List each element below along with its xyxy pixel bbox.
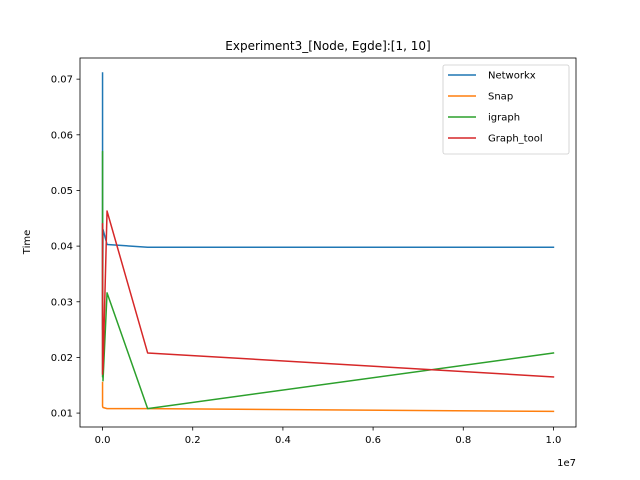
y-tick-label: 0.06 <box>51 130 73 141</box>
x-axis: 0.0 0.2 0.4 0.6 0.8 1.0 <box>95 427 562 446</box>
legend-label: igraph <box>488 113 520 124</box>
y-axis: 0.01 0.02 0.03 0.04 0.05 0.06 0.07 <box>51 75 80 420</box>
y-tick-label: 0.03 <box>51 297 73 308</box>
chart-title: Experiment3_[Node, Egde]:[1, 10] <box>225 39 430 53</box>
y-axis-label: Time <box>22 230 33 255</box>
y-tick-label: 0.04 <box>51 242 73 253</box>
x-offset-label: 1e7 <box>557 458 576 469</box>
y-tick-label: 0.01 <box>51 409 73 420</box>
x-tick-label: 0.0 <box>95 435 111 446</box>
y-tick-label: 0.02 <box>51 353 73 364</box>
legend-label: Snap <box>488 92 513 103</box>
plot-frame <box>79 57 577 428</box>
series-line-graph-tool <box>101 210 555 378</box>
x-tick-label: 0.2 <box>185 435 201 446</box>
legend-label: Networkx <box>488 71 536 82</box>
series-layer <box>101 72 555 413</box>
y-tick-label: 0.07 <box>51 75 73 86</box>
legend-box <box>442 64 570 155</box>
x-tick-label: 1.0 <box>546 435 562 446</box>
x-tick-label: 0.8 <box>455 435 471 446</box>
series-line-snap <box>101 381 555 413</box>
x-tick-label: 0.4 <box>275 435 291 446</box>
legend: Networkx Snap igraph Graph_tool <box>442 64 570 155</box>
y-tick-label: 0.05 <box>51 186 73 197</box>
x-tick-label: 0.6 <box>365 435 381 446</box>
legend-label: Graph_tool <box>488 134 543 145</box>
